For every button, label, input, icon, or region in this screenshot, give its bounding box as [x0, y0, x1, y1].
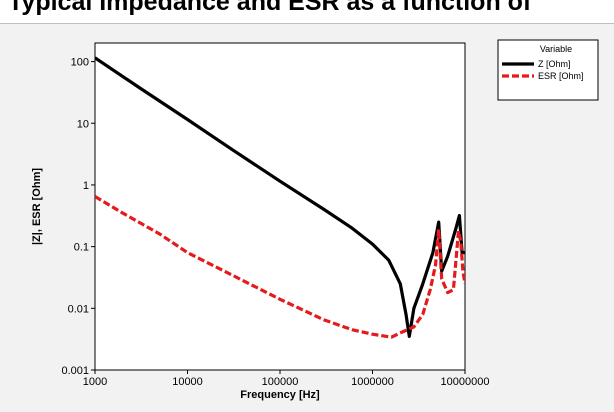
legend: Variable Z [Ohm] ESR [Ohm]: [497, 39, 599, 101]
x-tick-label: 100000: [262, 376, 299, 388]
legend-label-z: Z [Ohm]: [538, 59, 571, 69]
y-tick-label: 100: [71, 57, 89, 69]
legend-title: Variable: [540, 44, 572, 54]
y-tick-label: 0.001: [61, 365, 89, 377]
y-tick-label: 0.01: [68, 303, 89, 315]
y-axis-label: |Z|, ESR [Ohm]: [31, 168, 43, 245]
y-tick-label: 10: [77, 118, 89, 130]
series-line-z: [95, 56, 465, 338]
x-tick-label: 1000: [83, 376, 107, 388]
series-line-esr: [95, 195, 465, 339]
y-tick-label: 1: [83, 180, 89, 192]
legend-label-esr: ESR [Ohm]: [538, 71, 584, 81]
x-tick-label: 10000000: [441, 376, 490, 388]
legend-box: [497, 39, 599, 101]
x-tick-label: 10000: [172, 376, 203, 388]
y-tick-label: 0.1: [74, 242, 89, 254]
x-axis-label: Frequency [Hz]: [240, 389, 320, 401]
chart-title: Typical Impedance and ESR as a function …: [8, 0, 532, 16]
x-tick-label: 1000000: [351, 376, 394, 388]
plot-area: [94, 42, 466, 371]
